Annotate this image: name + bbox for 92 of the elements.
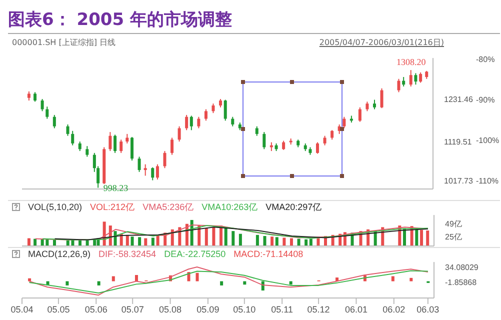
y-tick-label: 1119.51 <box>444 138 472 147</box>
candlestick <box>40 98 44 112</box>
annotation: 998.23 <box>103 182 129 193</box>
candlestick <box>212 103 215 114</box>
x-tick-label: 05.07 <box>121 304 144 314</box>
candlestick <box>108 132 112 152</box>
text: MACD:-71.14408 <box>234 249 304 259</box>
candlestick <box>414 72 418 86</box>
x-tick-label: 05.11 <box>271 304 294 314</box>
candlestick <box>144 164 147 176</box>
x-tick-label: 05.08 <box>159 304 182 314</box>
candlestick <box>34 92 37 102</box>
candlestick <box>358 106 362 122</box>
text: VMA20:297亿 <box>266 200 322 214</box>
candlestick <box>330 130 334 140</box>
text: 2005/04/07-2006/03/01(216日) <box>319 37 444 48</box>
bar <box>97 281 100 286</box>
candlestick <box>120 139 123 154</box>
x-tick-label: 05.10 <box>233 304 256 314</box>
candlestick <box>204 108 208 122</box>
y-tick-label: 34.08029 <box>445 262 479 272</box>
candlestick <box>178 126 181 142</box>
candlestick <box>366 101 369 112</box>
bar <box>391 276 394 282</box>
x-tick-label: 05.06 <box>84 304 108 314</box>
candlestick <box>372 99 376 110</box>
candlestick <box>71 130 74 146</box>
candlestick <box>323 135 326 146</box>
series-label: VMA10:263亿 <box>202 200 258 214</box>
candlestick <box>419 72 422 84</box>
candlestick <box>197 116 200 129</box>
candlestick <box>151 166 154 181</box>
candlestick <box>78 141 82 152</box>
candlestick <box>170 137 174 156</box>
candlestick <box>316 142 320 154</box>
candlestick <box>282 140 286 150</box>
y-tick-label: 49亿 <box>445 219 462 228</box>
y2-tick-label: -90% <box>476 95 495 104</box>
bar <box>134 274 138 282</box>
candlestick <box>66 124 70 136</box>
bar <box>220 281 224 286</box>
candlestick <box>190 115 193 131</box>
candlestick <box>130 136 134 162</box>
text: DIF:-58.32454 <box>98 249 156 259</box>
x-tick-label: 06.03 <box>416 304 440 314</box>
candlestick <box>380 88 384 109</box>
bar <box>112 276 115 282</box>
candlestick <box>231 116 234 127</box>
x-tick-label: 06.01 <box>344 304 368 314</box>
candlestick <box>185 114 188 131</box>
candlestick <box>397 78 400 93</box>
y-tick-label: -1.85868 <box>445 278 478 288</box>
candlestick <box>262 132 266 150</box>
y-tick-label: 25亿 <box>445 232 462 242</box>
y2-tick-label: -80% <box>476 54 495 64</box>
x-tick-label: 05.05 <box>47 304 70 314</box>
bar <box>243 281 246 285</box>
candlestick <box>402 76 406 87</box>
chart-title: 图表6： 2005 年的市场调整 <box>8 8 500 34</box>
bar <box>66 281 69 286</box>
series-label: DEA:-22.75250 <box>164 249 226 259</box>
x-tick-label: 05.09 <box>196 304 220 314</box>
chart-subtitle: 000001.SH [上证综指] 日线 <box>12 37 116 48</box>
candlestick <box>27 90 30 102</box>
bar <box>289 281 292 285</box>
candlestick <box>114 134 117 154</box>
candlestick <box>224 99 227 122</box>
candlestick <box>163 150 166 169</box>
bar <box>196 272 199 282</box>
series-label: VMA5:236亿 <box>142 200 194 214</box>
y2-tick-label: -100% <box>476 136 500 145</box>
y-tick-label: 1231.46 <box>444 95 474 104</box>
candlestick <box>156 164 159 180</box>
series-label: VOL:212亿 <box>90 200 135 214</box>
y2-tick-label: -110% <box>476 176 499 186</box>
chart-title: MACD(12,26,9) <box>28 249 91 259</box>
annotation: 1308.20 <box>396 57 426 68</box>
candlestick <box>86 146 89 158</box>
x-tick-label: 06.02 <box>382 304 406 314</box>
candlestick <box>342 116 346 129</box>
candlestick <box>126 133 129 144</box>
candlestick <box>52 114 56 129</box>
candlestick <box>138 156 141 172</box>
x-tick-label: 05.12 <box>307 304 330 314</box>
candlestick <box>255 126 258 136</box>
bar <box>28 278 32 282</box>
bar <box>410 278 413 282</box>
chart-title: VOL(5,10,20) <box>28 202 82 212</box>
candlestick <box>46 106 49 120</box>
candlestick <box>409 70 412 87</box>
x-tick-label: 05.04 <box>10 304 34 314</box>
y-tick-label: 1017.73 <box>444 176 474 186</box>
